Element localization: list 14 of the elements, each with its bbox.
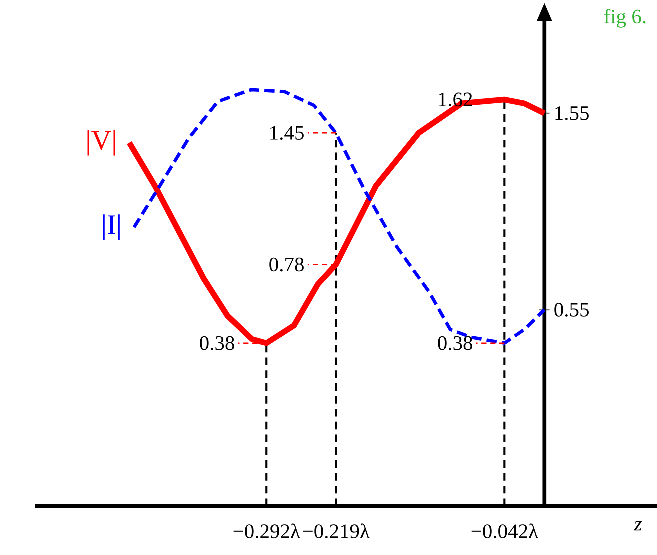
annotation: 0.38 — [200, 336, 234, 350]
annotation: 0.38 — [438, 336, 472, 350]
series-label: |I| — [103, 214, 120, 240]
x-tick-label: −0.042λ — [472, 524, 538, 538]
y-tick-label: 1.55 — [556, 106, 589, 120]
x-tick-label: −0.219λ — [303, 524, 370, 538]
annotation: 1.62 — [439, 92, 472, 106]
annotation: 0.78 — [270, 258, 304, 272]
x-tick-label: −0.292λ — [234, 524, 300, 538]
annotation: fig 6. — [604, 8, 646, 28]
series-label: |V| — [88, 130, 116, 156]
y-tick-label: 0.55 — [554, 302, 589, 317]
x-axis-title: z — [634, 521, 642, 530]
annotation: 1.45 — [270, 126, 304, 140]
